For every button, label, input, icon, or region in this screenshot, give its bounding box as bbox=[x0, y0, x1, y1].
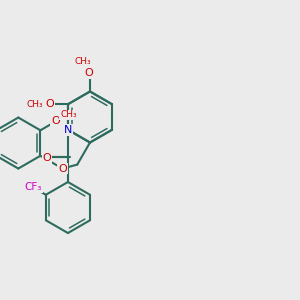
Text: O: O bbox=[45, 99, 54, 109]
Text: N: N bbox=[64, 125, 72, 135]
Text: CF₃: CF₃ bbox=[25, 182, 42, 192]
Text: CH₃: CH₃ bbox=[75, 57, 91, 66]
Text: O: O bbox=[84, 68, 93, 78]
Text: CH₃: CH₃ bbox=[60, 110, 77, 119]
Text: CH₃: CH₃ bbox=[26, 100, 43, 109]
Text: O: O bbox=[58, 164, 67, 173]
Text: O: O bbox=[51, 116, 60, 126]
Text: O: O bbox=[43, 153, 51, 163]
